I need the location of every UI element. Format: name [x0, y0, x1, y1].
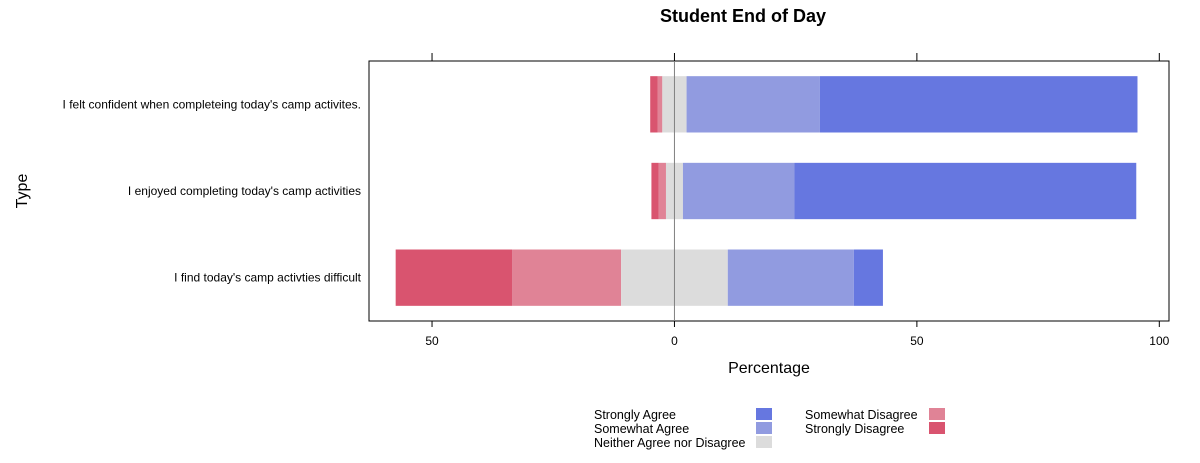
bar-somewhat-disagree-row-3	[512, 249, 622, 306]
bar-somewhat-agree-row-2	[682, 162, 795, 220]
legend-label-strongly-agree: Strongly Agree	[594, 408, 676, 422]
x-tick-label: 50	[425, 334, 439, 348]
legend-swatch-somewhat-disagree	[929, 408, 945, 420]
bar-somewhat-agree-row-3	[727, 249, 854, 306]
legend-label-somewhat-agree: Somewhat Agree	[594, 422, 689, 436]
x-axis-label: Percentage	[728, 360, 810, 377]
legend-swatch-strongly-disagree	[929, 422, 945, 434]
bar-strongly-agree-row-1	[819, 76, 1138, 133]
bars-group	[395, 76, 1138, 306]
category-label: I enjoyed completing today's camp activi…	[128, 184, 361, 198]
axis-ticks: 50 0 50 100	[425, 53, 1170, 348]
bar-somewhat-agree-row-1	[686, 76, 820, 133]
legend-label-somewhat-disagree: Somewhat Disagree	[805, 408, 918, 422]
legend-label-strongly-disagree: Strongly Disagree	[805, 422, 904, 436]
plot-frame	[368, 60, 1170, 322]
legend-swatch-strongly-agree	[756, 408, 772, 420]
legend-swatch-neither-agree-nor-disagree	[756, 436, 772, 448]
bar-strongly-agree-row-2	[794, 162, 1137, 220]
x-tick-label: 100	[1149, 334, 1169, 348]
bar-strongly-agree-row-3	[853, 249, 883, 306]
category-label: I find today's camp activties difficult	[174, 271, 361, 285]
category-label: I felt confident when completeing today'…	[63, 97, 361, 111]
legend-label-neither-agree-nor-disagree: Neither Agree nor Disagree	[594, 436, 746, 450]
legend-swatch-somewhat-agree	[756, 422, 772, 434]
bar-strongly-disagree-row-3	[395, 249, 513, 306]
bar-somewhat-disagree-row-2	[658, 162, 666, 220]
x-tick-label: 0	[671, 334, 678, 348]
x-tick-label: 50	[910, 334, 924, 348]
chart-title: Student End of Day	[660, 6, 826, 26]
bar-strongly-disagree-row-2	[651, 162, 659, 220]
category-labels: I felt confident when completeing today'…	[63, 97, 362, 284]
y-axis-label: Type	[14, 174, 31, 209]
bar-somewhat-disagree-row-1	[657, 76, 663, 133]
bar-strongly-disagree-row-1	[650, 76, 658, 133]
